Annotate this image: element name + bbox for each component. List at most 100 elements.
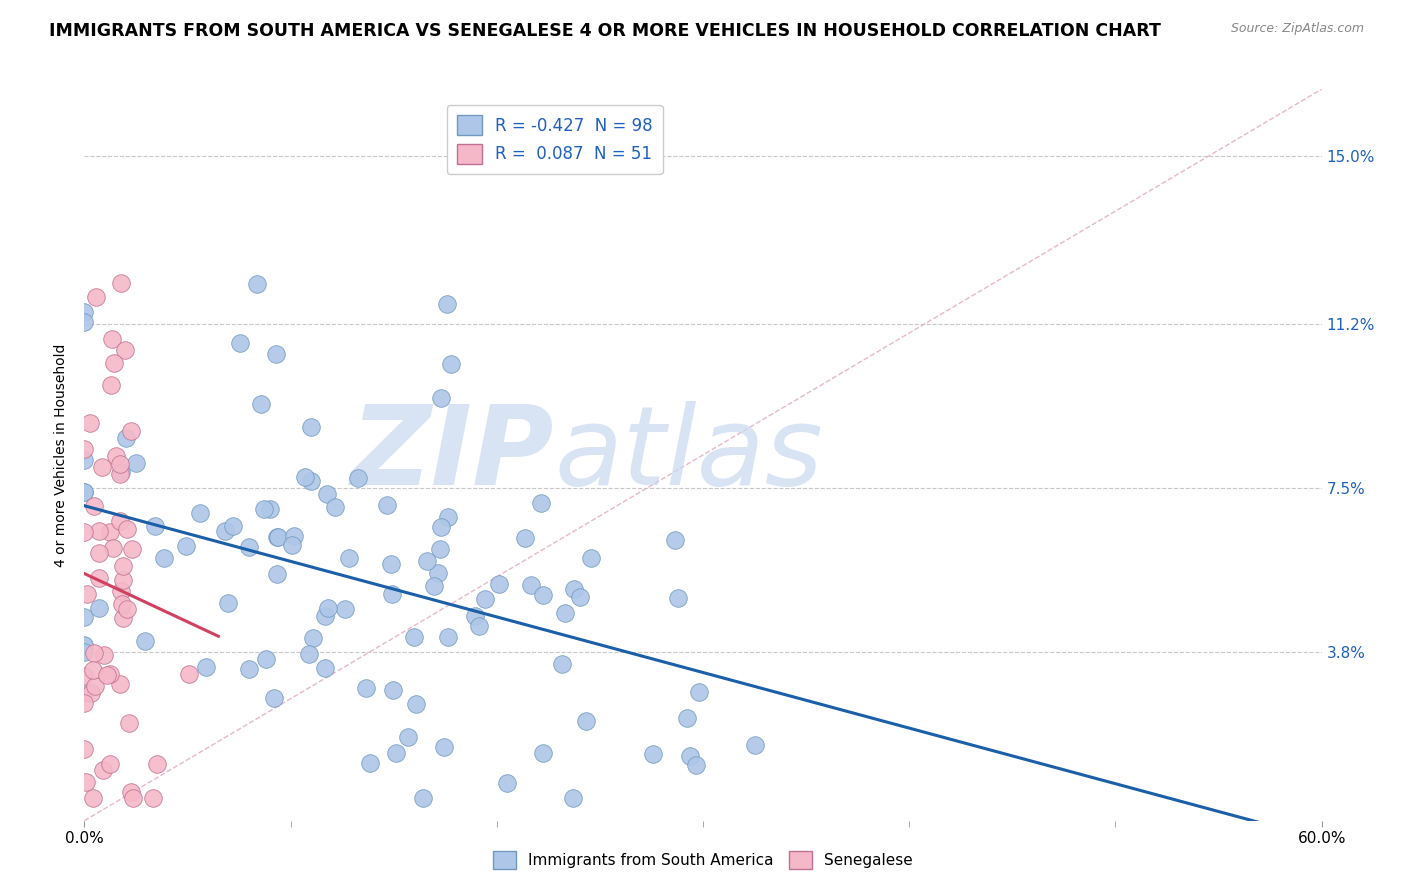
Point — [488, 576, 510, 591]
Point — [73, 485, 96, 500]
Point — [359, 756, 381, 771]
Point — [561, 791, 583, 805]
Point — [259, 502, 281, 516]
Point — [238, 540, 260, 554]
Text: IMMIGRANTS FROM SOUTH AMERICA VS SENEGALESE 4 OR MORE VEHICLES IN HOUSEHOLD CORR: IMMIGRANTS FROM SOUTH AMERICA VS SENEGAL… — [49, 22, 1161, 40]
Point — [302, 632, 325, 646]
Text: Source: ZipAtlas.com: Source: ZipAtlas.com — [1230, 22, 1364, 36]
Point — [405, 698, 427, 712]
Point — [430, 520, 453, 534]
Point — [474, 592, 496, 607]
Point — [142, 791, 165, 805]
Point — [153, 551, 176, 566]
Point — [91, 764, 114, 778]
Legend: Immigrants from South America, Senegalese: Immigrants from South America, Senegales… — [486, 845, 920, 875]
Point — [101, 332, 124, 346]
Point — [134, 633, 156, 648]
Legend: R = -0.427  N = 98, R =  0.087  N = 51: R = -0.427 N = 98, R = 0.087 N = 51 — [447, 105, 662, 174]
Point — [108, 457, 131, 471]
Point — [79, 416, 101, 430]
Point — [118, 716, 141, 731]
Point — [89, 524, 111, 538]
Point — [73, 696, 96, 710]
Point — [120, 785, 142, 799]
Point — [515, 531, 537, 545]
Point — [685, 757, 707, 772]
Point — [381, 586, 404, 600]
Point — [264, 346, 287, 360]
Point — [100, 378, 122, 392]
Y-axis label: 4 or more Vehicles in Household: 4 or more Vehicles in Household — [55, 343, 69, 566]
Point — [412, 791, 434, 805]
Point — [531, 746, 554, 760]
Point — [267, 530, 290, 544]
Point — [121, 541, 143, 556]
Point — [316, 601, 339, 615]
Point — [416, 554, 439, 568]
Point — [111, 611, 134, 625]
Point — [82, 791, 104, 805]
Point — [115, 431, 138, 445]
Point — [73, 668, 96, 682]
Point — [217, 596, 239, 610]
Point — [76, 586, 98, 600]
Point — [396, 731, 419, 745]
Text: atlas: atlas — [554, 401, 823, 508]
Point — [143, 519, 166, 533]
Point — [679, 749, 702, 764]
Point — [375, 498, 398, 512]
Point — [429, 541, 451, 556]
Point — [98, 757, 121, 772]
Point — [229, 336, 252, 351]
Point — [402, 630, 425, 644]
Point — [83, 499, 105, 513]
Point — [333, 602, 356, 616]
Point — [426, 566, 449, 580]
Point — [89, 545, 111, 559]
Point — [125, 456, 148, 470]
Point — [214, 524, 236, 539]
Point — [112, 573, 135, 587]
Point — [664, 533, 686, 547]
Point — [73, 609, 96, 624]
Point — [73, 305, 96, 319]
Point — [562, 582, 585, 596]
Point — [299, 420, 322, 434]
Point — [103, 356, 125, 370]
Point — [385, 747, 408, 761]
Point — [464, 608, 486, 623]
Point — [83, 647, 105, 661]
Point — [641, 747, 664, 761]
Point — [744, 738, 766, 752]
Point — [436, 297, 458, 311]
Point — [108, 467, 131, 482]
Point — [75, 775, 97, 789]
Point — [430, 391, 453, 405]
Point — [314, 661, 336, 675]
Point — [249, 397, 271, 411]
Point — [177, 666, 200, 681]
Point — [253, 502, 276, 516]
Point — [382, 683, 405, 698]
Point — [110, 277, 132, 291]
Point — [281, 538, 304, 552]
Point — [121, 791, 143, 805]
Point — [520, 578, 543, 592]
Point — [73, 640, 96, 654]
Point — [73, 741, 96, 756]
Point — [554, 607, 576, 621]
Point — [73, 685, 96, 699]
Point — [73, 315, 96, 329]
Point — [551, 657, 574, 671]
Point — [146, 757, 169, 772]
Point — [73, 442, 96, 456]
Point — [433, 740, 456, 755]
Point — [283, 529, 305, 543]
Point — [354, 681, 377, 695]
Point — [91, 460, 114, 475]
Point — [73, 484, 96, 499]
Point — [530, 496, 553, 510]
Point — [294, 469, 316, 483]
Point — [110, 465, 132, 479]
Point — [115, 602, 138, 616]
